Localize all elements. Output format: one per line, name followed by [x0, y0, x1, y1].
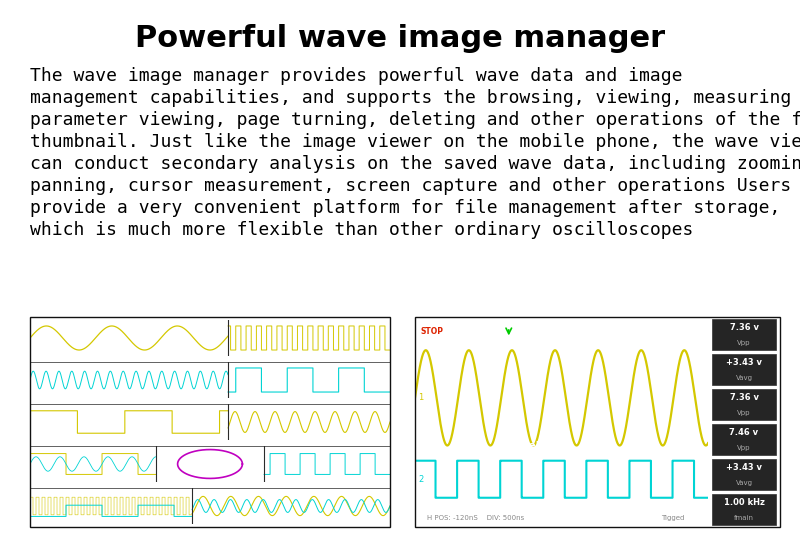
Text: Vavg: Vavg	[735, 480, 753, 486]
Text: 7.36 v: 7.36 v	[730, 393, 758, 402]
FancyBboxPatch shape	[712, 354, 776, 385]
Text: STOP: STOP	[421, 328, 444, 336]
Text: 7.46 v: 7.46 v	[730, 428, 758, 437]
Text: parameter viewing, page turning, deleting and other operations of the file: parameter viewing, page turning, deletin…	[30, 111, 800, 129]
Text: 2: 2	[418, 475, 423, 483]
FancyBboxPatch shape	[712, 494, 776, 525]
Text: +3.43 v: +3.43 v	[726, 358, 762, 367]
Text: panning, cursor measurement, screen capture and other operations Users: panning, cursor measurement, screen capt…	[30, 177, 791, 195]
Text: which is much more flexible than other ordinary oscilloscopes: which is much more flexible than other o…	[30, 221, 694, 239]
FancyBboxPatch shape	[712, 459, 776, 490]
Text: Powerful wave image manager: Powerful wave image manager	[135, 24, 665, 53]
Text: can conduct secondary analysis on the saved wave data, including zooming,: can conduct secondary analysis on the sa…	[30, 155, 800, 173]
Text: + Slow moving: + Slow moving	[510, 323, 567, 331]
Text: fmain: fmain	[734, 515, 754, 521]
Text: H POS: -120nS    DIV: 500ns: H POS: -120nS DIV: 500ns	[426, 515, 524, 521]
Text: Tigged: Tigged	[661, 515, 685, 521]
Text: 7.36 v: 7.36 v	[730, 323, 758, 331]
Text: Delete?: Delete?	[519, 441, 566, 451]
Text: Vpp: Vpp	[738, 340, 750, 346]
Text: 1.00 kHz: 1.00 kHz	[723, 497, 765, 507]
Text: Vpp: Vpp	[738, 410, 750, 416]
FancyBboxPatch shape	[712, 389, 776, 420]
Text: 1: 1	[418, 393, 423, 402]
Text: thumbnail. Just like the image viewer on the mobile phone, the wave viewer: thumbnail. Just like the image viewer on…	[30, 133, 800, 151]
FancyBboxPatch shape	[712, 319, 776, 350]
Text: The wave image manager provides powerful wave data and image: The wave image manager provides powerful…	[30, 67, 682, 85]
Text: FNIRSI: FNIRSI	[421, 318, 454, 327]
Text: Vavg: Vavg	[735, 375, 753, 381]
Text: +3.43 v: +3.43 v	[726, 463, 762, 472]
FancyBboxPatch shape	[712, 424, 776, 455]
Text: Vpp: Vpp	[738, 445, 750, 451]
Text: management capabilities, and supports the browsing, viewing, measuring: management capabilities, and supports th…	[30, 89, 791, 107]
Text: provide a very convenient platform for file management after storage,: provide a very convenient platform for f…	[30, 199, 780, 217]
